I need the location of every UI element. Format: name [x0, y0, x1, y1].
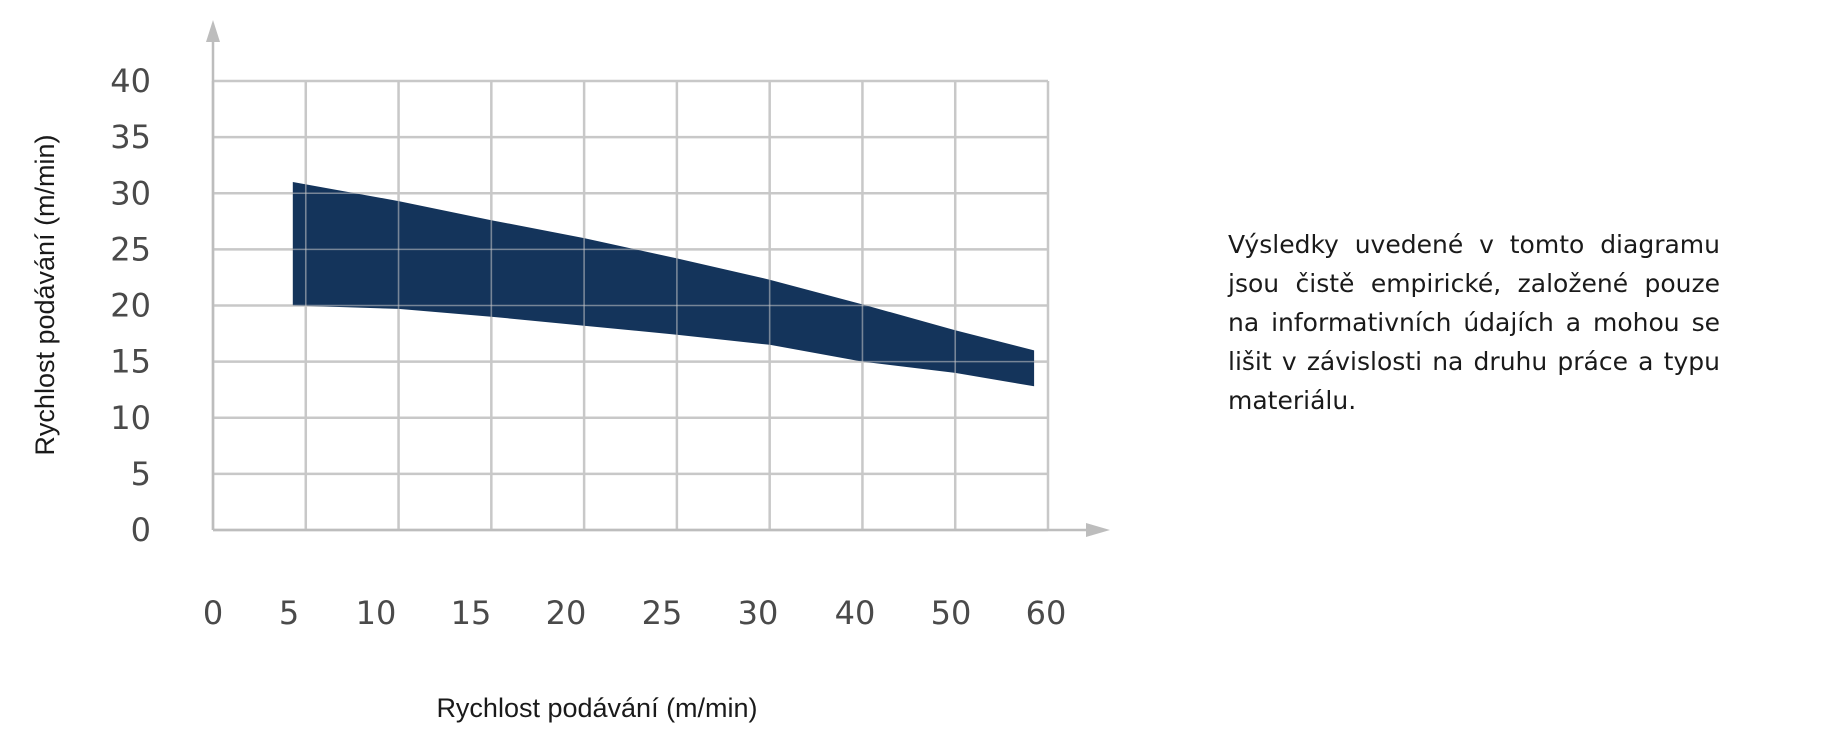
x-tick-label: 40: [835, 594, 876, 632]
y-tick-label: 0: [131, 511, 151, 549]
x-axis-title: Rychlost podávání (m/min): [436, 693, 757, 723]
axes: [206, 20, 1110, 537]
y-tick-label: 30: [110, 174, 151, 212]
x-tick-label: 25: [642, 594, 683, 632]
grid-overlay: [212, 80, 1049, 531]
feed-rate-band: [292, 182, 1035, 387]
feed-rate-chart: 0 5 10 15 20 25 30 35 40 0 5 10 15 20 25 30 40 50 60 Rych…: [30, 20, 1110, 723]
y-tick-label: 10: [110, 399, 151, 437]
x-tick-label: 60: [1026, 594, 1067, 632]
y-tick-label: 25: [110, 230, 151, 268]
y-tick-label: 20: [110, 287, 151, 325]
disclaimer-note: Výsledky uvedené v tomto diagramu jsou č…: [1228, 230, 1720, 415]
x-tick-label: 20: [546, 594, 587, 632]
x-tick-label: 30: [738, 594, 779, 632]
y-tick-label: 15: [110, 343, 151, 381]
x-tick-labels: 0 5 10 15 20 25 30 40 50 60: [203, 594, 1067, 632]
x-tick-label: 15: [451, 594, 492, 632]
x-tick-label: 5: [279, 594, 299, 632]
x-tick-label: 50: [931, 594, 972, 632]
x-tick-label: 0: [203, 594, 223, 632]
y-tick-labels: 0 5 10 15 20 25 30 35 40: [110, 62, 151, 549]
y-tick-label: 40: [110, 62, 151, 100]
y-axis-title: Rychlost podávání (m/min): [30, 134, 60, 455]
x-axis-arrow: [1086, 523, 1110, 537]
y-axis-arrow: [206, 20, 220, 42]
y-tick-label: 35: [110, 118, 151, 156]
x-tick-label: 10: [356, 594, 397, 632]
y-tick-label: 5: [131, 455, 151, 493]
